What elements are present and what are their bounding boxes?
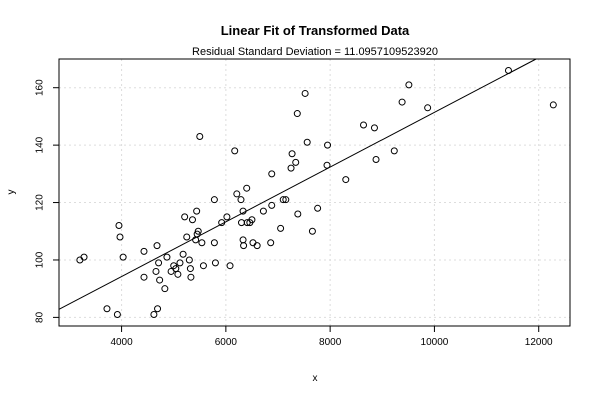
x-tick-label-0: 4000	[110, 337, 133, 348]
data-point-35	[199, 262, 207, 270]
x-axis-label: x	[313, 373, 318, 384]
data-point-37	[210, 239, 218, 247]
data-point-71	[323, 161, 331, 169]
data-point-46	[239, 207, 247, 215]
data-point-21	[176, 259, 184, 267]
data-point-49	[243, 184, 251, 192]
data-point-30	[193, 207, 201, 215]
data-point-78	[398, 98, 406, 106]
data-points	[76, 66, 557, 319]
data-point-10	[152, 267, 160, 275]
data-point-66	[294, 210, 302, 218]
data-point-59	[277, 224, 285, 232]
data-point-7	[140, 247, 148, 255]
data-point-12	[154, 305, 162, 313]
data-point-72	[324, 141, 332, 149]
data-point-63	[288, 150, 296, 158]
data-point-6	[119, 253, 127, 261]
data-point-73	[342, 176, 350, 184]
data-point-32	[194, 227, 202, 235]
data-point-28	[188, 216, 196, 224]
y-tick-label-0: 80	[35, 311, 46, 323]
data-point-23	[181, 213, 189, 221]
data-point-42	[231, 147, 239, 155]
data-point-25	[185, 256, 193, 264]
data-point-55	[259, 207, 267, 215]
data-point-81	[504, 66, 512, 74]
data-point-68	[303, 138, 311, 146]
x-tick-label-2: 8000	[319, 337, 342, 348]
data-point-20	[174, 270, 182, 278]
chart-subtitle: Residual Standard Deviation = 11.0957109…	[192, 46, 438, 58]
chart-title: Linear Fit of Transformed Data	[221, 23, 410, 38]
x-axis: 4000 6000 8000 10000 12000	[110, 325, 553, 348]
data-point-61	[282, 196, 290, 204]
y-tick-label-4: 160	[35, 79, 46, 96]
data-point-65	[293, 110, 301, 118]
data-point-38	[211, 259, 219, 267]
data-point-62	[287, 164, 295, 172]
data-point-79	[405, 81, 413, 89]
data-point-74	[360, 121, 368, 129]
data-point-22	[179, 250, 187, 258]
data-point-14	[156, 276, 164, 284]
data-point-39	[218, 219, 226, 227]
data-point-76	[372, 155, 380, 163]
data-point-48	[240, 242, 248, 250]
data-point-44	[237, 196, 245, 204]
data-point-43	[233, 190, 241, 198]
data-point-45	[238, 219, 245, 227]
data-point-69	[308, 227, 316, 235]
x-tick-label-3: 10000	[421, 337, 449, 348]
data-point-2	[103, 305, 111, 313]
data-point-54	[253, 242, 261, 250]
data-point-67	[301, 89, 309, 97]
data-point-64	[292, 158, 300, 166]
data-point-58	[268, 170, 276, 178]
data-point-8	[140, 273, 148, 281]
data-point-34	[198, 239, 206, 247]
data-point-26	[186, 265, 194, 273]
data-point-57	[268, 201, 276, 209]
y-tick-label-3: 140	[35, 136, 46, 153]
y-tick-label-2: 120	[35, 194, 46, 211]
data-point-36	[210, 196, 218, 204]
data-point-3	[113, 311, 121, 319]
data-point-70	[314, 204, 322, 212]
data-point-27	[187, 273, 195, 281]
data-point-60	[279, 196, 287, 204]
data-point-52	[248, 216, 256, 224]
data-point-40	[223, 213, 231, 221]
data-point-15	[161, 285, 169, 293]
data-point-5	[116, 233, 124, 241]
grid-lines	[59, 59, 570, 326]
x-tick-label-1: 6000	[215, 337, 238, 348]
data-point-11	[153, 242, 161, 250]
y-tick-label-1: 100	[35, 251, 46, 268]
data-point-47	[239, 236, 247, 244]
data-point-77	[390, 147, 398, 155]
fit-line	[58, 58, 537, 310]
data-point-4	[115, 222, 123, 230]
data-point-82	[549, 101, 557, 109]
y-axis: 80 100 120 140 160	[35, 79, 60, 323]
data-point-41	[226, 262, 234, 270]
data-point-16	[163, 253, 171, 261]
data-point-75	[370, 124, 378, 132]
data-point-9	[150, 311, 158, 319]
data-point-80	[424, 104, 432, 112]
data-point-53	[249, 239, 257, 247]
data-point-24	[183, 233, 191, 241]
data-point-33	[196, 133, 204, 141]
data-point-13	[155, 259, 163, 267]
data-point-1	[80, 253, 88, 261]
x-tick-label-4: 12000	[525, 337, 553, 348]
plot-frame	[58, 58, 571, 327]
y-axis-label: y	[6, 190, 17, 195]
data-point-56	[267, 239, 275, 247]
